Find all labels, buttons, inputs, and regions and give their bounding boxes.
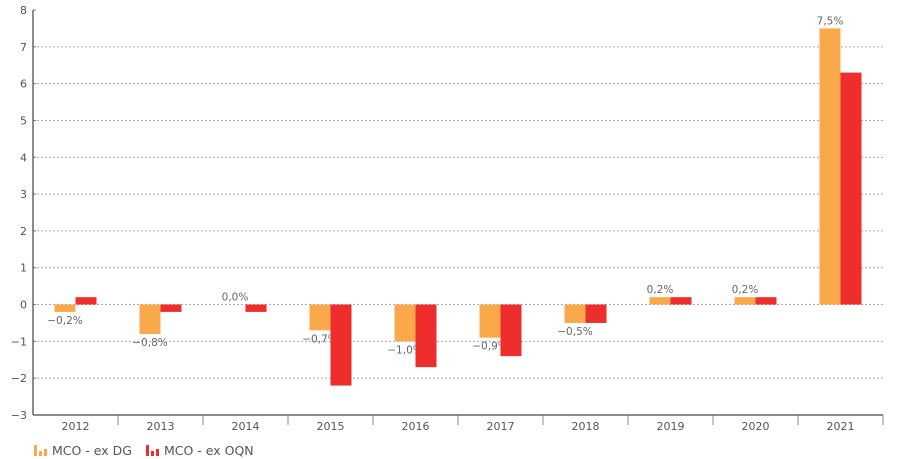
bar-oqn bbox=[840, 72, 862, 305]
bar-oqn bbox=[245, 304, 267, 312]
data-label: 0,0% bbox=[222, 292, 249, 304]
bar-dg bbox=[819, 28, 841, 305]
bar-dg bbox=[309, 304, 331, 331]
x-tick-label: 2017 bbox=[487, 420, 515, 433]
data-label: −1,0% bbox=[387, 344, 422, 356]
data-label: 0,2% bbox=[647, 284, 674, 296]
legend-item-dg[interactable]: MCO - ex DG bbox=[34, 443, 132, 458]
y-tick-label: 2 bbox=[20, 225, 27, 238]
x-tick-label: 2019 bbox=[657, 420, 685, 433]
bar-dg bbox=[479, 304, 501, 338]
x-tick-label: 2015 bbox=[317, 420, 345, 433]
bar-dg bbox=[394, 304, 416, 342]
legend-label: MCO - ex OQN bbox=[163, 443, 254, 458]
y-tick-label: 3 bbox=[20, 188, 27, 201]
bar-dg bbox=[139, 304, 161, 334]
data-label: −0,7% bbox=[302, 333, 337, 345]
bar-oqn bbox=[330, 304, 352, 386]
legend: MCO - ex DG MCO - ex OQN bbox=[34, 443, 254, 458]
bar-chart: −3 −2 −1 0 1 2 3 4 5 6 7 8 −0,2% 2012 −0,8% 2013 0,0% 201… bbox=[11, 4, 884, 433]
legend-item-oqn[interactable]: MCO - ex OQN bbox=[145, 443, 254, 458]
x-tick-label: 2016 bbox=[402, 420, 430, 433]
x-tick-label: 2018 bbox=[572, 420, 600, 433]
y-tick-label: 5 bbox=[20, 114, 27, 127]
y-tick-label: 0 bbox=[20, 299, 27, 312]
x-tick-label: 2013 bbox=[147, 420, 175, 433]
bar-oqn bbox=[160, 304, 182, 312]
y-tick-label: −3 bbox=[11, 409, 27, 422]
bar-oqn bbox=[670, 297, 692, 305]
data-label: −0,2% bbox=[47, 315, 82, 327]
bar-dg bbox=[649, 297, 671, 305]
y-tick-label: 6 bbox=[20, 78, 27, 91]
bar-chart-icon bbox=[145, 445, 159, 456]
y-tick-label: 7 bbox=[20, 41, 27, 54]
bar-oqn bbox=[585, 304, 607, 323]
data-label: 7,5% bbox=[817, 15, 844, 27]
x-tick-label: 2014 bbox=[232, 420, 260, 433]
data-label: −0,8% bbox=[132, 337, 167, 349]
data-label: −0,5% bbox=[557, 326, 592, 338]
x-tick-label: 2020 bbox=[742, 420, 770, 433]
bar-dg bbox=[564, 304, 586, 323]
y-tick-label: −1 bbox=[11, 335, 27, 348]
bar-dg bbox=[734, 297, 756, 305]
bar-oqn bbox=[500, 304, 522, 357]
bar-dg bbox=[54, 304, 76, 312]
data-label: −0,9% bbox=[472, 341, 507, 353]
y-tick-label: −2 bbox=[11, 372, 27, 385]
y-tick-label: 4 bbox=[20, 151, 27, 164]
y-tick-label: 1 bbox=[20, 262, 27, 275]
legend-label: MCO - ex DG bbox=[52, 443, 132, 458]
x-tick-label: 2021 bbox=[827, 420, 855, 433]
bar-oqn bbox=[755, 297, 777, 305]
bar-chart-icon bbox=[34, 445, 47, 456]
x-tick-label: 2012 bbox=[62, 420, 90, 433]
bar-oqn bbox=[415, 304, 437, 368]
bar-oqn bbox=[75, 297, 97, 305]
data-label: 0,2% bbox=[732, 284, 759, 296]
y-tick-label: 8 bbox=[20, 4, 27, 17]
